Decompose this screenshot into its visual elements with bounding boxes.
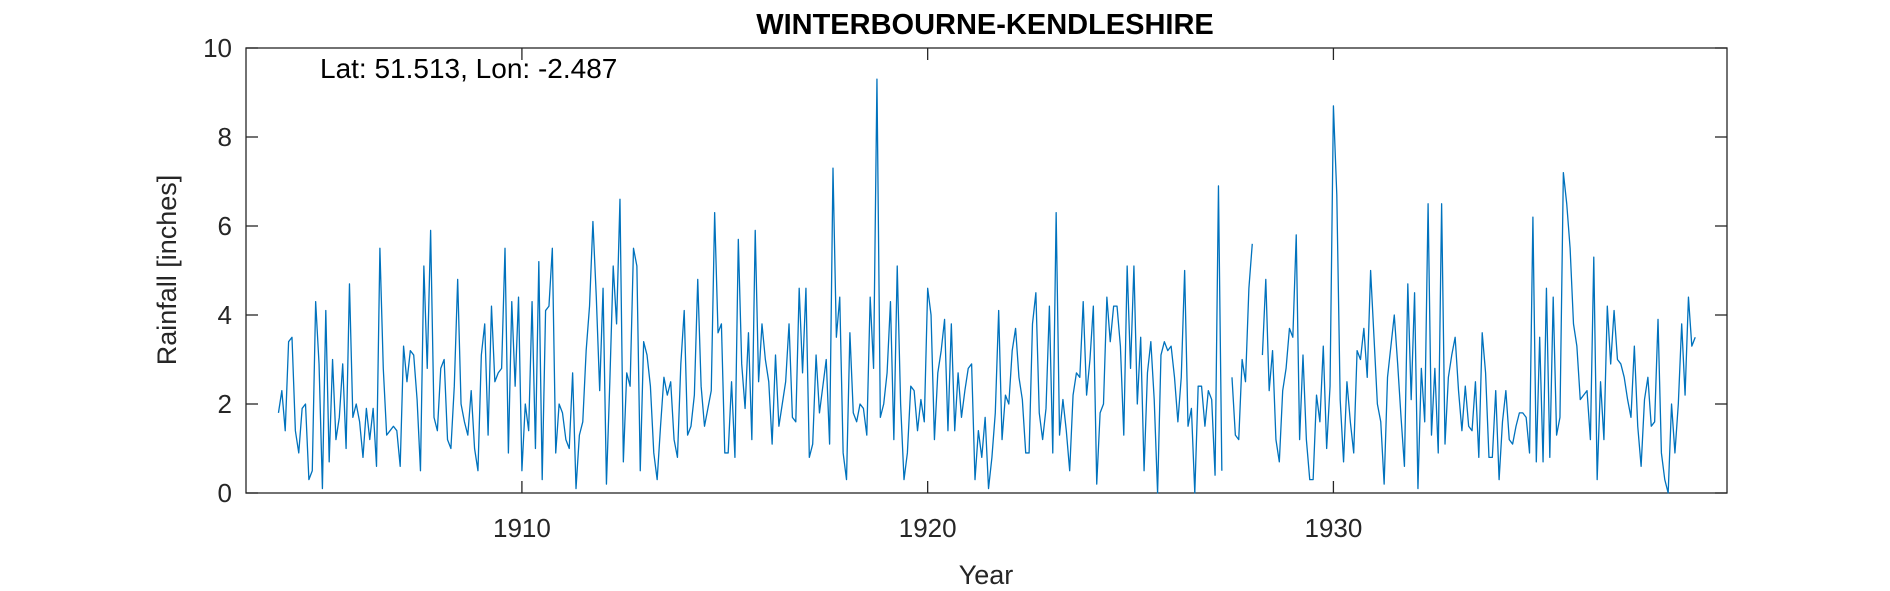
x-tick-label: 1930 [1304, 513, 1362, 543]
y-axis: 0 2 4 6 8 10 [203, 33, 1727, 508]
y-tick-label: 10 [203, 33, 232, 63]
rainfall-series-line [277, 78, 1696, 494]
x-axis: 1910 1920 1930 [493, 48, 1362, 543]
y-axis-label: Rainfall [inches] [152, 175, 182, 366]
location-annotation: Lat: 51.513, Lon: -2.487 [320, 53, 617, 84]
x-tick-label: 1920 [899, 513, 957, 543]
plot-frame [245, 47, 1728, 494]
y-tick-label: 8 [218, 122, 232, 152]
y-tick-label: 2 [218, 389, 232, 419]
y-tick-label: 4 [218, 300, 232, 330]
x-axis-label: Year [959, 560, 1014, 590]
y-tick-label: 0 [218, 478, 232, 508]
y-tick-label: 6 [218, 211, 232, 241]
chart-title: WINTERBOURNE-KENDLESHIRE [756, 9, 1214, 41]
x-tick-label: 1910 [493, 513, 551, 543]
